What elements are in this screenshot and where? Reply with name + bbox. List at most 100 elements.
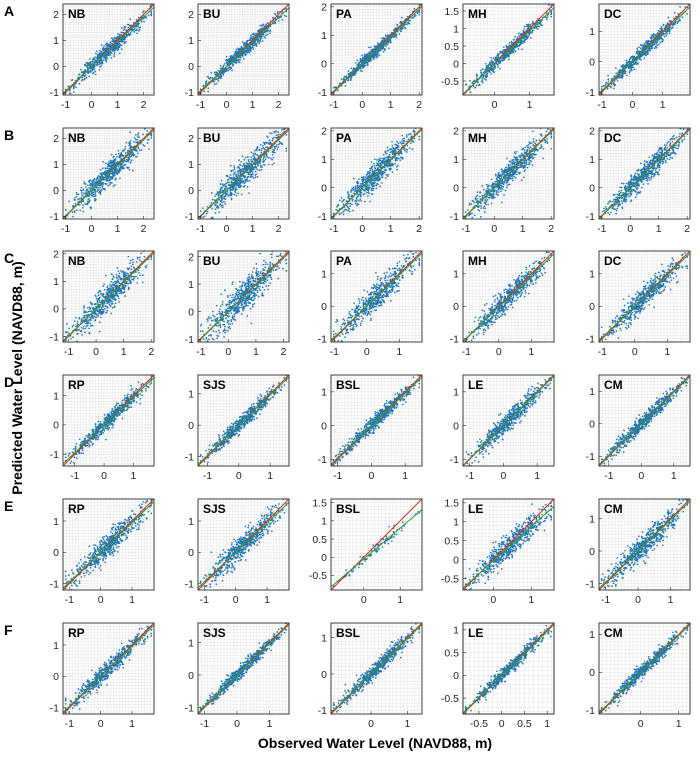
data-point: [145, 17, 147, 19]
data-point: [99, 69, 101, 71]
data-point: [99, 66, 101, 68]
data-point: [133, 29, 135, 31]
data-point: [110, 41, 112, 43]
data-point: [337, 90, 339, 92]
data-point: [380, 42, 382, 44]
data-point: [418, 14, 420, 16]
data-point: [216, 72, 218, 74]
data-point: [240, 57, 242, 59]
data-point: [106, 48, 108, 50]
row-letter: A: [4, 3, 14, 19]
data-point: [347, 79, 349, 81]
data-point: [475, 86, 477, 88]
data-point: [482, 82, 484, 84]
data-point: [485, 63, 487, 65]
data-point: [267, 22, 269, 24]
data-point: [376, 56, 378, 58]
data-point: [97, 54, 99, 56]
scatter-figure: Predicted Water Level (NAVD88, m) Observ…: [0, 0, 700, 763]
data-point: [235, 49, 237, 51]
data-point: [121, 27, 123, 29]
y-tick-label: 0: [188, 61, 194, 73]
data-point: [206, 76, 208, 78]
data-point: [136, 33, 138, 35]
data-point: [206, 82, 208, 84]
data-point: [350, 79, 352, 81]
data-point: [124, 38, 126, 40]
data-point: [377, 45, 379, 47]
data-point: [75, 86, 77, 88]
data-point: [373, 58, 375, 60]
data-point: [142, 12, 144, 14]
data-point: [113, 50, 115, 52]
data-point: [143, 21, 145, 23]
data-point: [203, 91, 205, 93]
data-point: [111, 40, 113, 42]
data-point: [214, 72, 216, 74]
data-point: [82, 77, 84, 79]
data-point: [103, 49, 105, 51]
data-point: [119, 34, 121, 36]
data-point: [344, 76, 346, 78]
data-point: [84, 75, 86, 77]
data-point: [111, 57, 113, 59]
data-point: [249, 52, 251, 54]
data-point: [117, 36, 119, 38]
data-point: [242, 41, 244, 43]
data-point: [104, 47, 106, 49]
data-point: [84, 64, 86, 66]
data-point: [242, 55, 244, 57]
data-point: [413, 17, 415, 19]
data-point: [88, 75, 90, 77]
data-point: [242, 53, 244, 55]
data-point: [220, 74, 222, 76]
data-point: [140, 26, 142, 28]
data-point: [207, 87, 209, 89]
data-point: [234, 51, 236, 53]
data-point: [92, 69, 94, 71]
data-point: [244, 54, 246, 56]
data-point: [405, 27, 407, 29]
data-point: [252, 36, 254, 38]
data-point: [518, 32, 520, 34]
data-point: [121, 41, 123, 43]
data-point: [105, 57, 107, 59]
data-point: [125, 41, 127, 43]
data-point: [229, 59, 231, 61]
station-label: NB: [68, 7, 86, 21]
data-point: [238, 58, 240, 60]
data-point: [96, 50, 98, 52]
data-point: [257, 30, 259, 32]
data-point: [401, 28, 403, 30]
data-point: [469, 80, 471, 82]
data-point: [211, 77, 213, 79]
data-point: [355, 62, 357, 64]
data-point: [89, 71, 91, 73]
data-point: [278, 20, 280, 22]
data-point: [377, 51, 379, 53]
data-point: [93, 59, 95, 61]
x-tick-label: 1: [115, 99, 121, 111]
data-point: [69, 92, 71, 94]
data-point: [214, 73, 216, 75]
data-point: [249, 49, 251, 51]
data-point: [86, 77, 88, 79]
x-tick-label: 1: [250, 99, 256, 111]
data-point: [490, 73, 492, 75]
data-point: [381, 40, 383, 42]
data-point: [253, 33, 255, 35]
data-point: [360, 61, 362, 63]
data-point: [263, 36, 265, 38]
data-point: [348, 70, 350, 72]
data-point: [381, 37, 383, 39]
data-point: [263, 24, 265, 26]
data-point: [381, 48, 383, 50]
data-point: [366, 64, 368, 66]
data-point: [150, 15, 152, 17]
y-tick-label: 2: [53, 9, 59, 21]
x-tick-label: -1: [329, 99, 338, 111]
data-point: [528, 35, 530, 37]
data-point: [150, 12, 152, 14]
data-point: [124, 26, 126, 28]
data-point: [121, 48, 123, 50]
